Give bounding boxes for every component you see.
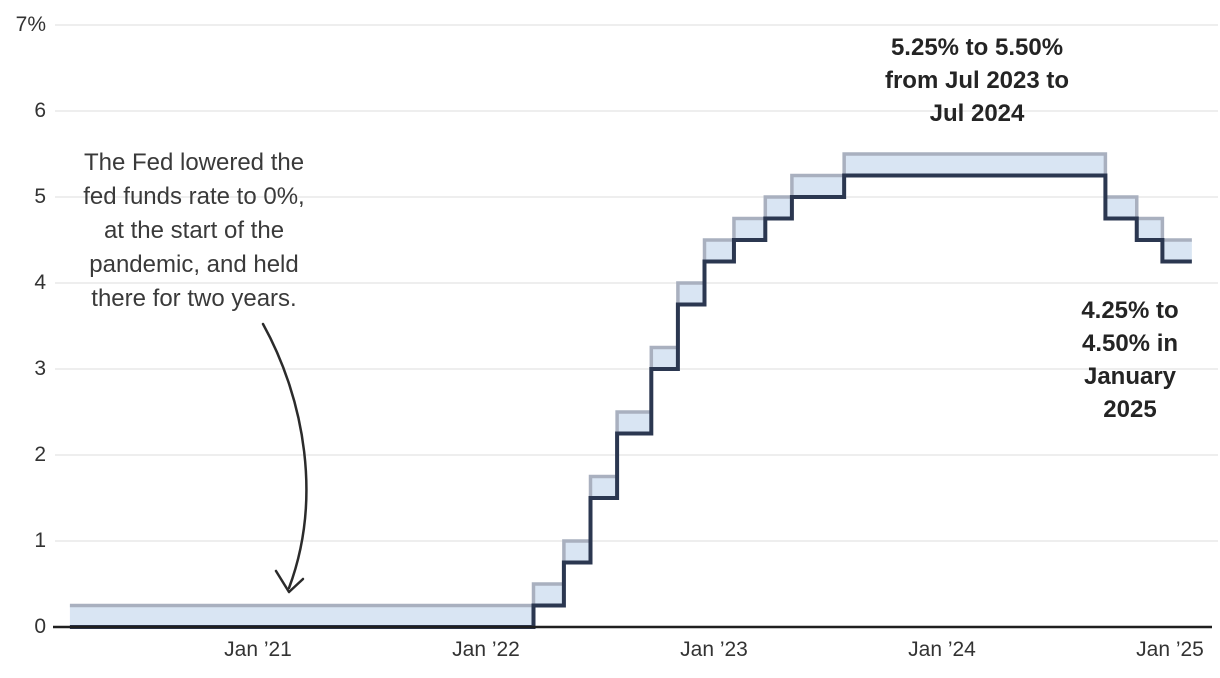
- annotation-line: at the start of the: [103, 217, 285, 244]
- range-band-segment: [844, 154, 1106, 176]
- upper-bound-step-line: [69, 152, 1192, 608]
- y-tick-label: 4: [34, 271, 46, 294]
- range-band-segment: [563, 541, 591, 563]
- range-band-segment: [1162, 240, 1192, 262]
- x-tick-label: Jan ’23: [680, 638, 748, 661]
- target-range-band: [69, 154, 1192, 627]
- curved-arrow-icon: [261, 322, 308, 594]
- x-tick-label: Jan ’21: [224, 638, 292, 661]
- y-tick-label: 1: [34, 529, 46, 552]
- annotation-line: 5.25% to 5.50%: [890, 34, 1064, 61]
- annotation-line: from Jul 2023 to: [884, 67, 1070, 94]
- range-band-segment: [733, 218, 766, 240]
- x-tick-label: Jan ’25: [1136, 638, 1204, 661]
- range-band-segment: [617, 412, 652, 434]
- annotation-peak-range: 5.25% to 5.50% from Jul 2023 to Jul 2024: [817, 31, 1137, 130]
- annotation-line: there for two years.: [91, 285, 297, 312]
- range-band-segment: [651, 347, 678, 369]
- annotation-line: pandemic, and held: [89, 251, 299, 278]
- y-tick-label: 5: [34, 185, 46, 208]
- annotation-line: 4.50% in: [1081, 330, 1179, 357]
- annotation-line: January: [1083, 363, 1177, 390]
- range-band-segment: [677, 283, 705, 305]
- annotation-line: The Fed lowered the: [83, 149, 305, 176]
- range-band-segment: [590, 476, 618, 498]
- y-tick-label: 0: [34, 615, 46, 638]
- range-band-segment: [1136, 218, 1163, 240]
- annotation-line: 2025: [1103, 396, 1157, 423]
- y-tick-label: 6: [34, 99, 46, 122]
- lower-bound-step-line: [69, 173, 1192, 629]
- range-band-segment: [533, 584, 564, 606]
- range-band-segment: [791, 175, 845, 197]
- range-band-segment: [765, 197, 792, 219]
- range-band-segment: [1105, 197, 1137, 219]
- range-band-segment: [69, 605, 534, 627]
- annotation-line: Jul 2024: [929, 100, 1025, 127]
- x-tick-label: Jan ’22: [452, 638, 520, 661]
- annotation-line: 4.25% to: [1081, 297, 1179, 324]
- y-tick-label: 2: [34, 443, 46, 466]
- annotation-pandemic: The Fed lowered the fed funds rate to 0%…: [48, 146, 340, 316]
- y-tick-label: 7%: [15, 13, 46, 36]
- gridlines: [55, 24, 1218, 542]
- x-tick-label: Jan ’24: [908, 638, 976, 661]
- y-tick-label: 3: [34, 357, 46, 380]
- annotation-line: fed funds rate to 0%,: [83, 183, 305, 210]
- range-band-segment: [704, 240, 734, 262]
- annotation-current-range: 4.25% to 4.50% in January 2025: [1040, 294, 1220, 426]
